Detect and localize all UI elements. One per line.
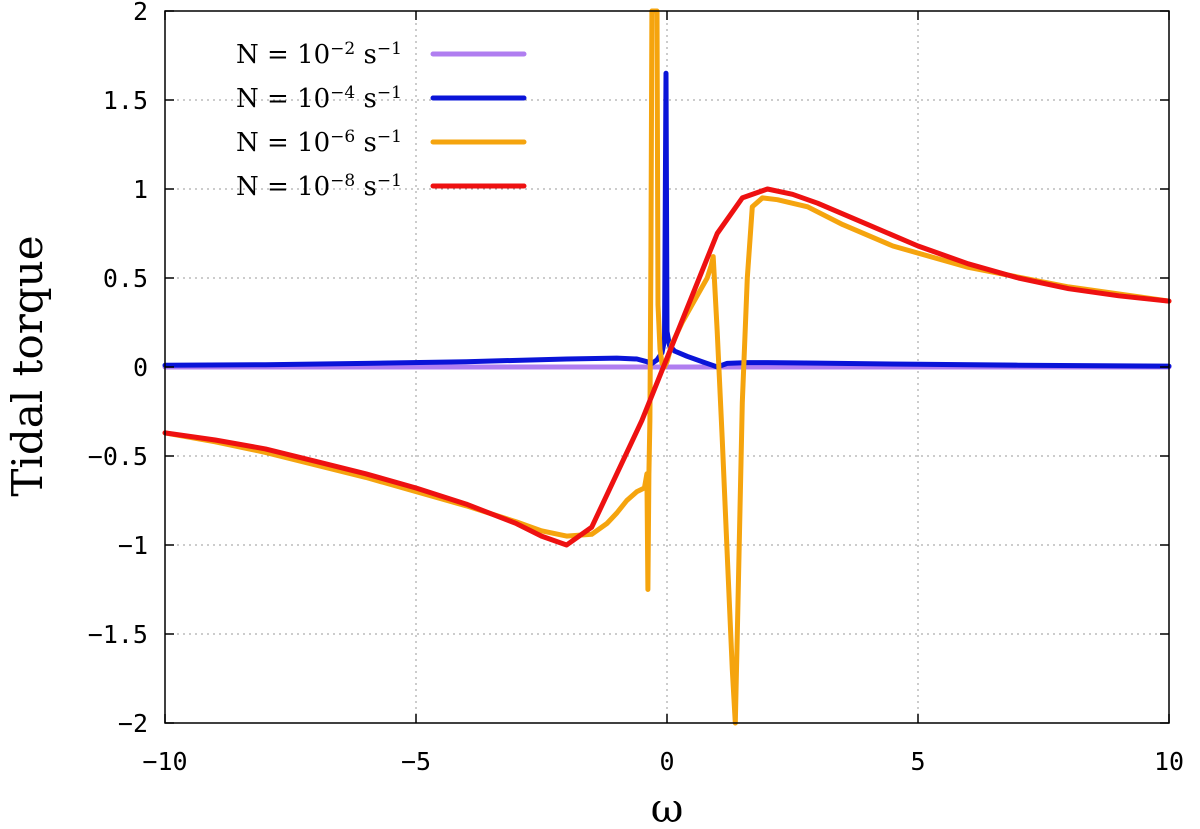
y-tick-label: −1.5 [88,620,148,649]
series-line-4 [162,186,1172,548]
series-line-2 [162,70,1172,370]
legend-legend-base: N = 10 [236,128,330,158]
legend-legend-base: N = 10 [236,40,330,70]
series-line-3 [162,8,1172,726]
x-tick-label: 5 [910,747,925,776]
y-tick-label: −0.5 [88,442,148,471]
y-tick-label: −1 [118,531,148,560]
y-tick-label: 1 [133,175,148,204]
legend-legend-exp: −2 [330,39,355,59]
y-tick-label: −2 [118,709,148,738]
legend-label-3: N = 10−6 s−1 [236,127,402,158]
x-axis-title: ω [651,786,684,829]
legend-legend-unit: s [355,128,377,158]
y-tick-label: 1.5 [103,86,148,115]
legend-legend-unit-exp: −1 [377,39,402,59]
legend-legend-unit: s [355,84,377,114]
y-tick-label: 2 [133,0,148,26]
legend-label-1: N = 10−2 s−1 [236,39,402,70]
legend-legend-unit-exp: −1 [377,171,402,191]
legend-label-2: N = 10−4 s−1 [236,83,402,114]
y-axis-title: Tidal torque [3,235,52,496]
series-lines [162,8,1172,726]
y-tick-label: 0 [133,353,148,382]
legend: N = 10−2 s−1N = 10−4 s−1N = 10−6 s−1N = … [236,39,527,202]
y-tick-label: 0.5 [103,264,148,293]
legend-legend-unit: s [355,40,377,70]
legend-legend-unit-exp: −1 [377,127,402,147]
legend-legend-exp: −8 [330,171,355,191]
legend-legend-base: N = 10 [236,172,330,202]
legend-legend-unit: s [355,172,377,202]
legend-label-4: N = 10−8 s−1 [236,171,402,202]
x-tick-label: 0 [659,747,674,776]
legend-legend-exp: −4 [330,83,355,103]
x-tick-label: 10 [1154,747,1184,776]
x-tick-label: −5 [401,747,431,776]
x-tick-label: −10 [142,747,187,776]
legend-legend-unit-exp: −1 [377,83,402,103]
axis-ticks: −10 −5 0 5 10 2 1.5 1 0.5 0 −0.5 −1 −1.5 −2 [88,0,1184,776]
legend-legend-exp: −6 [330,127,355,147]
legend-legend-base: N = 10 [236,84,330,114]
